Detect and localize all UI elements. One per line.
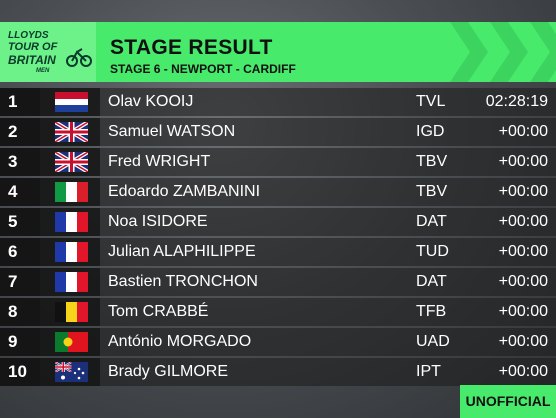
row-band	[100, 118, 556, 146]
team-code: TVL	[416, 93, 446, 110]
team-code: TUD	[416, 243, 449, 260]
result-row: 5 Noa ISIDORE DAT +00:00	[0, 208, 556, 236]
status-badge: UNOFFICIAL	[460, 385, 556, 418]
rider-name: Olav KOOIJ	[108, 93, 194, 110]
time: +00:00	[498, 153, 548, 170]
rider-name: Tom CRABBÉ	[108, 303, 209, 320]
flag	[55, 152, 88, 172]
flag	[55, 212, 88, 232]
flag	[55, 272, 88, 292]
flag	[55, 332, 88, 352]
row-band	[100, 358, 556, 386]
rank: 1	[0, 88, 40, 116]
team-code: UAD	[416, 333, 450, 350]
team-code: TBV	[416, 183, 448, 200]
result-row: 10 Brady GILMORE IPT +00:00	[0, 358, 556, 386]
rank: 7	[0, 268, 40, 296]
rider-name: Noa ISIDORE	[108, 213, 208, 230]
row-band	[100, 238, 556, 266]
time: +00:00	[498, 183, 548, 200]
team-code: DAT	[416, 273, 447, 290]
flag	[55, 92, 88, 112]
flag	[55, 242, 88, 262]
result-row: 6 Julian ALAPHILIPPE TUD +00:00	[0, 238, 556, 266]
result-row: 3 Fred WRIGHT TBV +00:00	[0, 148, 556, 176]
result-row: 8 Tom CRABBÉ TFB +00:00	[0, 298, 556, 326]
rank: 8	[0, 298, 40, 326]
result-row: 4 Edoardo ZAMBANINI TBV +00:00	[0, 178, 556, 206]
rider-name: Fred WRIGHT	[108, 153, 211, 170]
logo: LLOYDS TOUR OF BRITAIN MEN	[0, 22, 96, 82]
subtitle: STAGE 6 - NEWPORT - CARDIFF	[110, 62, 296, 76]
team-code: IPT	[416, 363, 441, 380]
rank: 9	[0, 328, 40, 356]
rider-name: Julian ALAPHILIPPE	[108, 243, 256, 260]
time: +00:00	[498, 213, 548, 230]
time: +00:00	[498, 333, 548, 350]
time: 02:28:19	[485, 93, 548, 110]
rank: 3	[0, 148, 40, 176]
rider-name: Brady GILMORE	[108, 363, 229, 380]
time: +00:00	[498, 303, 548, 320]
rider-name: Samuel WATSON	[108, 123, 236, 140]
rider-name: Edoardo ZAMBANINI	[108, 183, 261, 200]
title: STAGE RESULT	[110, 36, 273, 59]
team-code: DAT	[416, 213, 447, 230]
row-band	[100, 268, 556, 296]
flag	[55, 182, 88, 202]
logo-text: LLOYDS	[8, 30, 49, 41]
rank: 4	[0, 178, 40, 206]
rider-name: António MORGADO	[108, 333, 252, 350]
logo-text: MEN	[36, 68, 50, 74]
row-band	[100, 148, 556, 176]
team-code: TBV	[416, 153, 448, 170]
row-band	[100, 208, 556, 236]
rank: 10	[0, 358, 40, 386]
team-code: IGD	[416, 123, 445, 140]
flag	[55, 302, 88, 322]
row-band	[100, 298, 556, 326]
rider-name: Bastien TRONCHON	[108, 273, 258, 290]
result-row: 7 Bastien TRONCHON DAT +00:00	[0, 268, 556, 296]
time: +00:00	[498, 243, 548, 260]
rank: 2	[0, 118, 40, 146]
rank: 6	[0, 238, 40, 266]
rank: 5	[0, 208, 40, 236]
row-band	[100, 178, 556, 206]
logo-text: TOUR OF	[8, 41, 58, 53]
time: +00:00	[498, 273, 548, 290]
result-row: 9 António MORGADO UAD +00:00	[0, 328, 556, 356]
team-code: TFB	[416, 303, 447, 320]
result-row: 2 Samuel WATSON IGD +00:00	[0, 118, 556, 146]
logo-text: BRITAIN	[8, 53, 56, 67]
row-band	[100, 328, 556, 356]
bike-icon	[66, 48, 92, 67]
flag	[55, 122, 88, 142]
time: +00:00	[498, 123, 548, 140]
chevrons	[450, 22, 556, 82]
result-row: 1 Olav KOOIJ TVL 02:28:19	[0, 88, 556, 116]
row-band	[100, 88, 556, 116]
time: +00:00	[498, 363, 548, 380]
flag	[55, 362, 88, 382]
